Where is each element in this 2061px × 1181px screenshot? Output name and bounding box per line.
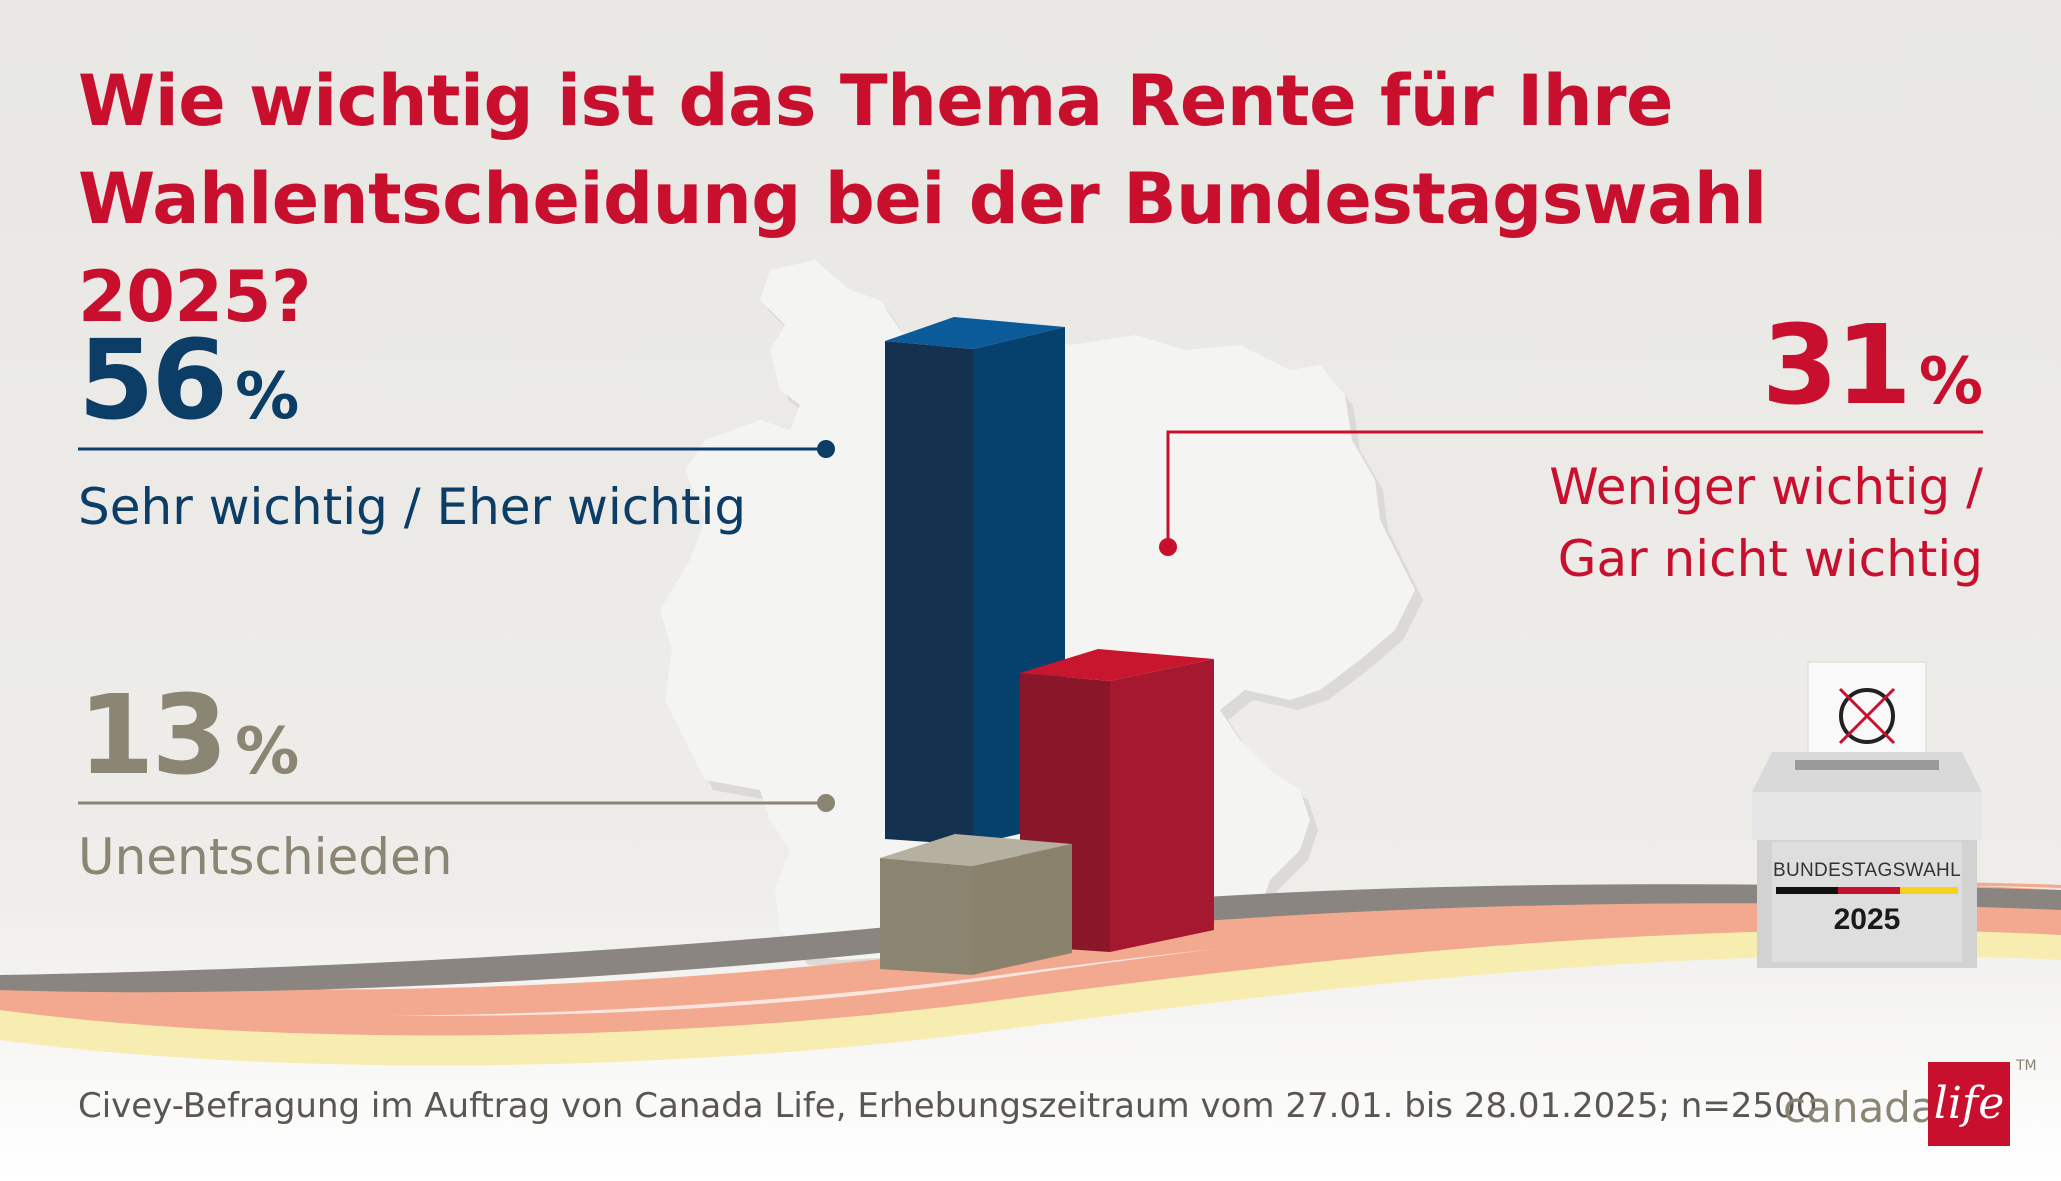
value-56-unit: % xyxy=(235,360,300,434)
ballot-box-year: 2025 xyxy=(1833,903,1901,936)
bar-13-top-face xyxy=(880,834,1072,866)
label-31-line-2: Gar nicht wichtig xyxy=(1557,530,1983,588)
ballot-circle xyxy=(1839,688,1895,744)
label-13: Unentschieden xyxy=(78,828,453,886)
value-31: 31% xyxy=(1762,310,1983,420)
ballot-box-icon xyxy=(1752,661,1982,968)
label-56: Sehr wichtig / Eher wichtig xyxy=(78,478,747,536)
bar-31-right-face xyxy=(1110,659,1214,952)
value-31-number: 31 xyxy=(1761,301,1912,429)
value-13-unit: % xyxy=(235,715,300,789)
connector-dot-13 xyxy=(817,794,835,812)
value-56-number: 56 xyxy=(78,316,228,444)
ballot-box-title: BUNDESTAGSWAHL xyxy=(1773,860,1961,881)
value-31-unit: % xyxy=(1918,345,1983,419)
bar-13-right-face xyxy=(972,844,1072,975)
logo-text: canada xyxy=(1783,1083,1937,1132)
source-note: Civey-Befragung im Auftrag von Canada Li… xyxy=(78,1086,1818,1126)
bar-56-top-face xyxy=(885,317,1065,349)
connector-line-31 xyxy=(1166,430,1983,547)
logo-trademark: TM xyxy=(2016,1058,2037,1074)
title-line-1: Wie wichtig ist das Thema Rente für Ihre xyxy=(78,60,1674,142)
value-56: 56% xyxy=(78,325,299,435)
connector-dot-56 xyxy=(817,440,835,458)
bar-56-left-face xyxy=(885,341,973,845)
value-13: 13% xyxy=(78,680,299,790)
chart-title: Wie wichtig ist das Thema Rente für Ihre… xyxy=(78,52,1978,346)
bar-13-left-face xyxy=(880,858,972,975)
connector-lines xyxy=(78,430,1983,812)
bars xyxy=(880,317,1214,975)
value-13-number: 13 xyxy=(78,671,228,799)
title-line-2: Wahlentscheidung bei der Bundestagswahl … xyxy=(78,158,1767,338)
label-31-line-1: Weniger wichtig / xyxy=(1549,458,1983,516)
bar-31-top-face xyxy=(1020,649,1214,681)
connector-dot-31 xyxy=(1159,538,1177,556)
logo-box: life xyxy=(1928,1062,2010,1146)
